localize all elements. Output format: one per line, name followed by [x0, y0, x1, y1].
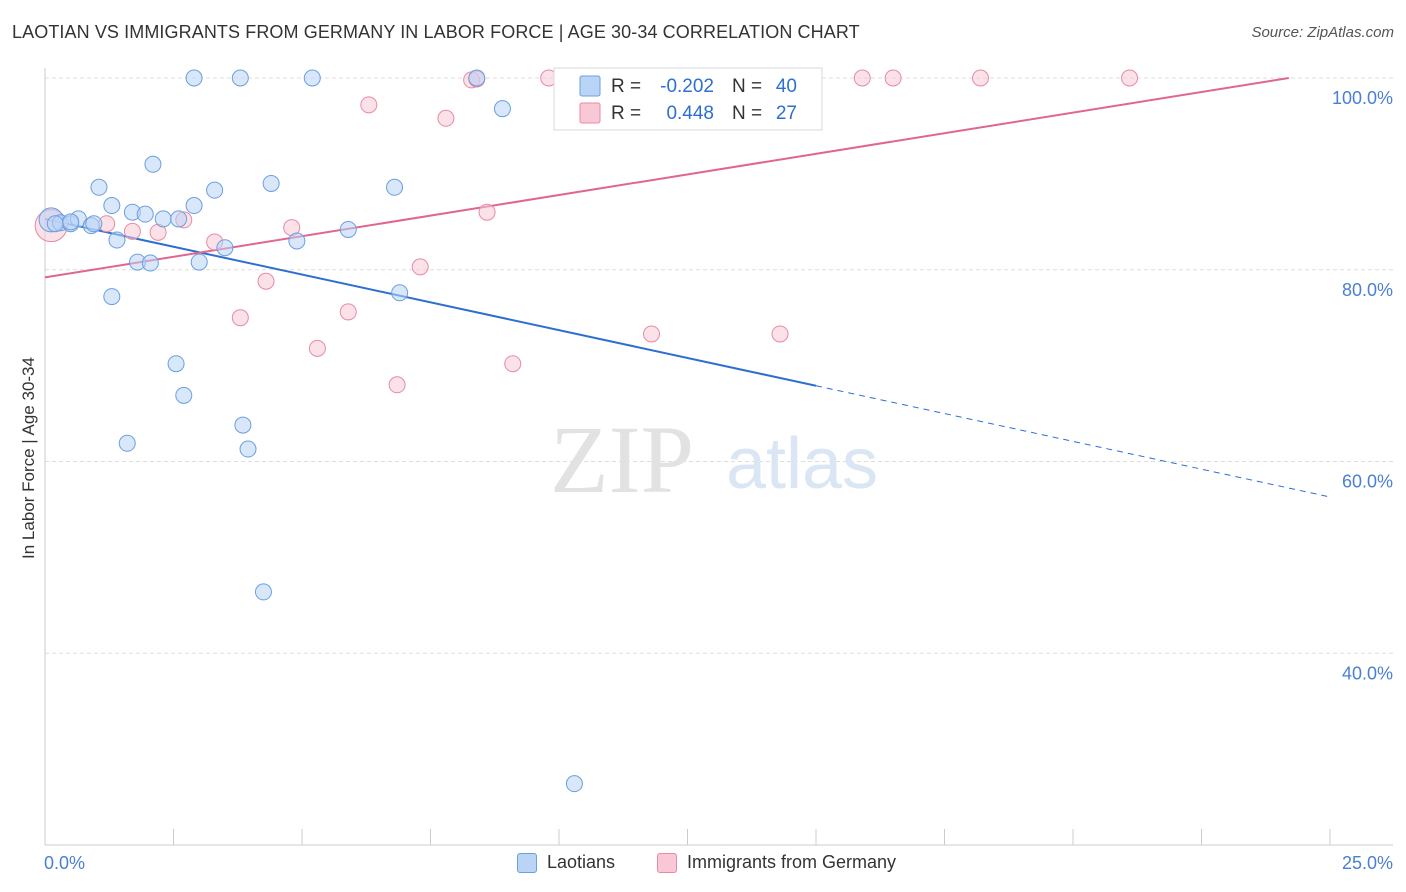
- point-immigrants-germany: [478, 203, 496, 221]
- point-laotians: [239, 440, 257, 458]
- point-laotians: [141, 254, 159, 272]
- point-laotians: [185, 69, 203, 87]
- stats-r-value: -0.202: [660, 76, 714, 97]
- x-tick-label: 25.0%: [1342, 853, 1393, 873]
- point-immigrants-germany: [771, 325, 789, 343]
- trend-lines: [44, 77, 1331, 498]
- y-tick-label: 40.0%: [1342, 663, 1393, 683]
- point-laotians: [262, 174, 280, 192]
- chart-title: LAOTIAN VS IMMIGRANTS FROM GERMANY IN LA…: [12, 22, 860, 42]
- stats-swatch-blue: [579, 75, 601, 97]
- point-immigrants-germany: [971, 69, 989, 87]
- point-laotians: [103, 288, 121, 306]
- point-laotians: [154, 210, 172, 228]
- stats-n-value: 40: [776, 76, 797, 97]
- legend-label: Laotians: [547, 852, 616, 872]
- point-immigrants-germany: [884, 69, 902, 87]
- trend-line-laotians: [44, 217, 817, 387]
- watermark-zip: ZIP: [550, 406, 694, 513]
- point-laotians: [85, 215, 103, 233]
- point-laotians: [386, 178, 404, 196]
- stats-r-value: 0.448: [666, 103, 714, 124]
- point-laotians: [175, 386, 193, 404]
- legend-swatch-pink: [657, 852, 677, 873]
- point-laotians: [144, 155, 162, 173]
- point-laotians: [136, 205, 154, 223]
- point-laotians: [206, 181, 224, 199]
- point-laotians: [103, 197, 121, 215]
- point-laotians: [46, 215, 64, 233]
- point-immigrants-germany: [308, 339, 326, 357]
- point-immigrants-germany: [388, 376, 406, 394]
- point-laotians: [170, 210, 188, 228]
- point-immigrants-germany: [257, 272, 275, 290]
- legend-item-immigrants-germany[interactable]: Immigrants from Germany: [657, 852, 896, 873]
- y-tick-label: 60.0%: [1342, 472, 1393, 492]
- point-laotians: [190, 253, 208, 271]
- y-axis-label: In Labor Force | Age 30-34: [19, 357, 38, 559]
- point-laotians: [468, 69, 486, 87]
- trend-line-immigrants-germany: [44, 77, 1290, 279]
- point-immigrants-germany: [437, 109, 455, 127]
- legend-swatch-blue: [517, 852, 537, 873]
- point-laotians: [108, 231, 126, 249]
- stats-n-label: N =: [732, 76, 762, 97]
- stats-r-label: R =: [611, 76, 641, 97]
- point-laotians: [303, 69, 321, 87]
- point-laotians: [90, 178, 108, 196]
- legend-label: Immigrants from Germany: [687, 852, 897, 872]
- point-immigrants-germany: [231, 309, 249, 327]
- x-tick-label: 0.0%: [44, 853, 85, 873]
- y-tick-label: 80.0%: [1342, 280, 1393, 300]
- y-tick-label: 100.0%: [1332, 88, 1393, 108]
- stats-n-value: 27: [776, 103, 797, 124]
- stats-r-label: R =: [611, 103, 641, 124]
- point-immigrants-germany: [504, 355, 522, 373]
- point-immigrants-germany: [339, 303, 357, 321]
- legend-item-laotians[interactable]: Laotians: [517, 852, 615, 873]
- grid-lines: [45, 77, 1393, 654]
- point-immigrants-germany: [1121, 69, 1139, 87]
- stats-legend: R = -0.202 N = 40 R = 0.448 N = 27: [553, 67, 823, 131]
- tick-labels: 40.0% 60.0% 80.0% 100.0% 0.0% 25.0%: [44, 88, 1393, 873]
- point-laotians: [339, 220, 357, 238]
- point-laotians: [234, 416, 252, 434]
- point-immigrants-germany: [360, 96, 378, 114]
- point-laotians: [118, 434, 136, 452]
- point-laotians: [185, 197, 203, 215]
- point-laotians: [216, 239, 234, 257]
- point-immigrants-germany: [643, 325, 661, 343]
- stats-n-label: N =: [732, 103, 762, 124]
- point-laotians: [167, 355, 185, 373]
- watermark: ZIP atlas: [550, 406, 878, 513]
- point-immigrants-germany: [853, 69, 871, 87]
- point-laotians: [391, 284, 409, 302]
- point-laotians: [288, 232, 306, 250]
- series-legend: Laotians Immigrants from Germany: [0, 848, 1406, 880]
- axes: [44, 68, 1393, 846]
- point-laotians: [62, 213, 80, 231]
- point-laotians: [231, 69, 249, 87]
- point-immigrants-germany: [411, 258, 429, 276]
- point-laotians: [493, 100, 511, 118]
- point-laotians: [565, 775, 583, 793]
- source-label: Source: ZipAtlas.com: [1251, 24, 1394, 41]
- stats-swatch-pink: [579, 102, 601, 124]
- point-immigrants-germany: [123, 222, 141, 240]
- watermark-atlas: atlas: [726, 424, 878, 504]
- trend-line-laotians-extension: [815, 385, 1331, 498]
- data-points: [34, 69, 1139, 793]
- point-laotians: [254, 583, 272, 601]
